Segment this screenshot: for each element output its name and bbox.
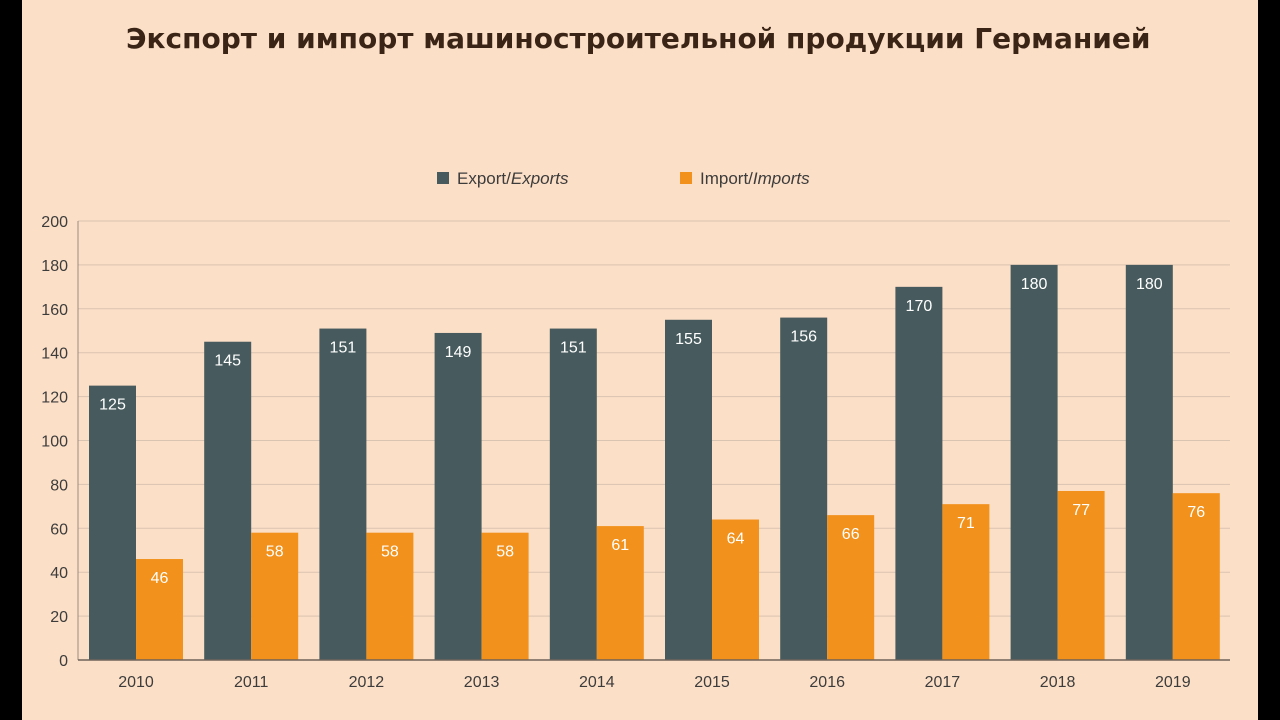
bar-export-2015 [665, 319, 712, 660]
y-tick-label: 20 [50, 609, 68, 626]
bar-export-2016 [780, 317, 828, 660]
y-tick-label: 0 [59, 653, 68, 670]
y-tick-label: 100 [41, 434, 68, 451]
x-tick-label: 2011 [234, 674, 269, 691]
x-tick-label: 2012 [349, 674, 385, 691]
bar-import-2010 [136, 559, 183, 660]
bar-import-2015 [712, 519, 759, 660]
data-label-export-2018: 180 [1021, 276, 1048, 293]
bar-import-2013 [481, 532, 529, 660]
data-label-export-2010: 125 [99, 397, 126, 414]
y-tick-label: 60 [50, 521, 68, 538]
bar-import-2019 [1172, 493, 1220, 660]
data-label-export-2015: 155 [675, 331, 702, 348]
bar-export-2012 [319, 328, 367, 660]
data-label-export-2011: 145 [214, 353, 241, 370]
data-label-import-2010: 46 [151, 570, 169, 587]
data-label-export-2019: 180 [1136, 276, 1163, 293]
x-tick-label: 2014 [579, 674, 615, 691]
data-label-import-2012: 58 [381, 544, 399, 561]
x-tick-label: 2016 [809, 674, 845, 691]
legend-label-import: Import/Imports [700, 169, 810, 188]
bar-export-2018 [1010, 264, 1058, 660]
bar-export-2017 [895, 286, 943, 660]
y-tick-label: 120 [41, 390, 68, 407]
y-tick-label: 40 [50, 565, 68, 582]
legend: Export/Exports Import/Imports [437, 169, 810, 188]
data-label-import-2018: 77 [1072, 502, 1090, 519]
bar-import-2016 [827, 515, 875, 660]
data-label-import-2016: 66 [842, 526, 860, 543]
bar-import-2018 [1057, 490, 1105, 660]
x-tick-label: 2018 [1040, 674, 1076, 691]
data-label-import-2014: 61 [611, 537, 629, 554]
legend-swatch-export [437, 172, 449, 184]
y-tick-label: 80 [50, 477, 68, 494]
chart-title: Экспорт и импорт машиностроительной прод… [126, 22, 1151, 55]
bar-export-2014 [549, 328, 597, 660]
data-label-import-2011: 58 [266, 544, 284, 561]
data-label-import-2017: 71 [957, 515, 975, 532]
y-tick-label: 140 [41, 346, 68, 363]
legend-label-export: Export/Exports [457, 169, 569, 188]
data-label-import-2019: 76 [1187, 504, 1205, 521]
x-tick-label: 2010 [118, 674, 154, 691]
data-label-export-2014: 151 [560, 340, 587, 357]
data-label-export-2016: 156 [790, 329, 817, 346]
bars: 125 46 145 58 151 58 149 58 151 61 155 64 156 66 170 71… [89, 264, 1220, 660]
y-axis: 0 20 40 60 80 100 120 140 160 180 200 [41, 214, 79, 670]
bar-import-2017 [942, 504, 990, 660]
y-tick-label: 200 [41, 214, 68, 231]
bar-export-2010 [89, 385, 136, 660]
data-label-export-2013: 149 [445, 344, 472, 361]
x-axis: 2010 2011 2012 2013 2014 2015 2016 2017 2018 2019 [78, 659, 1230, 691]
x-tick-label: 2019 [1155, 674, 1191, 691]
data-label-export-2017: 170 [906, 298, 933, 315]
data-label-export-2012: 151 [330, 340, 357, 357]
bar-import-2014 [596, 526, 644, 660]
bar-import-2011 [251, 532, 299, 660]
bar-import-2012 [366, 532, 414, 660]
bar-export-2019 [1125, 264, 1173, 660]
bar-export-2013 [434, 332, 482, 660]
x-tick-label: 2013 [464, 674, 500, 691]
x-tick-label: 2017 [925, 674, 961, 691]
y-tick-label: 180 [41, 258, 68, 275]
bar-export-2011 [204, 341, 252, 660]
legend-swatch-import [680, 172, 692, 184]
data-label-import-2013: 58 [496, 544, 514, 561]
x-tick-label: 2015 [694, 674, 730, 691]
y-tick-label: 160 [41, 302, 68, 319]
data-label-import-2015: 64 [727, 531, 745, 548]
